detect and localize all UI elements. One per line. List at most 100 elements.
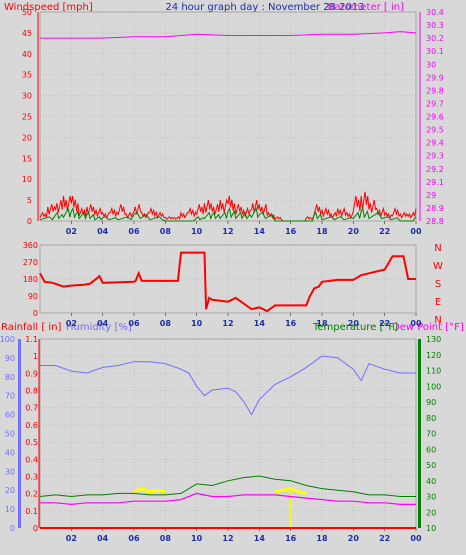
barometer-axis-label: 30.1: [426, 47, 444, 56]
rain-axis-label: 1.1: [25, 335, 38, 344]
x-tick-label: 12: [222, 227, 233, 236]
direction-axis-label: 90: [28, 292, 38, 301]
x-tick-label: 02: [66, 534, 77, 543]
rain-axis-label: 0.7: [25, 404, 38, 413]
temperature-axis-label: 70: [426, 430, 436, 439]
barometer-title: Barometer [ in]: [328, 2, 404, 13]
x-tick-label: 20: [348, 227, 360, 236]
panel-frame-3: [39, 338, 417, 529]
temperature-axis-label: 40: [426, 477, 436, 486]
x-tick-label: 22: [379, 534, 390, 543]
temperature-axis-label: 20: [426, 508, 436, 517]
temperature-axis-label: 130: [426, 335, 441, 344]
rain-axis-label: 0: [33, 524, 38, 533]
chart-title: 24 hour graph day : November 28 2013: [165, 2, 364, 13]
humidity-axis-label: 80: [5, 373, 15, 382]
x-tick-label: 08: [160, 227, 172, 236]
wind-axis-label: 40: [22, 50, 32, 59]
compass-label: N: [434, 315, 441, 326]
wind-axis-label: 30: [22, 92, 32, 101]
x-tick-label: 20: [348, 319, 360, 328]
x-tick-label: 04: [97, 534, 109, 543]
rain-axis-label: 0.5: [25, 438, 38, 447]
wind-axis-label: 35: [22, 71, 32, 80]
x-tick-label: 08: [160, 319, 172, 328]
x-tick-label: 10: [191, 534, 203, 543]
wind-axis-label: 20: [22, 133, 32, 142]
humidity-series: [40, 355, 416, 416]
x-tick-label: 12: [222, 319, 233, 328]
x-tick-label: 14: [254, 319, 266, 328]
x-tick-label: 16: [285, 227, 297, 236]
x-tick-label: 20: [348, 534, 360, 543]
temperature-axis-label: 50: [426, 461, 436, 470]
temperature-axis-label: 100: [426, 382, 441, 391]
x-tick-label: 06: [128, 227, 140, 236]
barometer-axis-label: 29.3: [426, 152, 444, 161]
barometer-axis-label: 30.3: [426, 21, 444, 30]
barometer-axis-label: 29.7: [426, 99, 444, 108]
compass-label: W: [433, 261, 443, 272]
humidity-axis-label: 70: [5, 392, 15, 401]
x-tick-label: 08: [160, 534, 172, 543]
rain-axis-label: 0.8: [25, 387, 38, 396]
temperature-axis-label: 30: [426, 493, 436, 502]
barometer-series: [40, 31, 417, 39]
x-tick-label: 16: [285, 534, 297, 543]
solar-series-segment: [133, 487, 143, 494]
rainfall-title: Rainfall [ in]: [1, 322, 62, 333]
dewpoint-title: Dew Point [°F]: [392, 322, 464, 333]
humidity-axis-label: 100: [0, 335, 15, 344]
temperature-axis-label: 120: [426, 351, 441, 360]
wind-axis-label: 15: [22, 154, 32, 163]
x-tick-label: 14: [254, 227, 266, 236]
solar-series-segment: [274, 488, 284, 494]
humidity-axis-label: 50: [5, 430, 15, 439]
x-tick-label: 18: [316, 534, 328, 543]
compass-label: S: [435, 279, 441, 290]
solar-series-segment: [149, 488, 158, 494]
x-tick-label: 00: [410, 534, 422, 543]
barometer-axis-label: 29.8: [426, 86, 444, 95]
humidity-axis-label: 0: [10, 524, 15, 533]
barometer-axis-label: 29.4: [426, 139, 444, 148]
solar-series-segment: [298, 490, 307, 495]
grid-lines: [40, 11, 416, 529]
barometer-axis-label: 28.9: [426, 204, 444, 213]
x-tick-label: 12: [222, 534, 233, 543]
barometer-axis-label: 30: [426, 60, 436, 69]
x-tick-label: 22: [379, 319, 390, 328]
humidity-axis-bar: [18, 339, 21, 528]
temperature-axis-label: 60: [426, 445, 436, 454]
barometer-axis-label: 30.4: [426, 8, 444, 17]
solar-series-segment: [282, 487, 291, 492]
rain-axis-label: 0.2: [25, 490, 38, 499]
x-tick-label: 04: [97, 319, 109, 328]
humidity-axis-label: 60: [5, 411, 15, 420]
wind-high-series: [39, 191, 417, 222]
temperature-series: [39, 475, 416, 498]
humidity-title: Humidity [%]: [66, 322, 132, 333]
wind-axis-label: 0: [27, 217, 32, 226]
barometer-axis-label: 29.5: [426, 126, 444, 135]
x-tick-label: 18: [316, 319, 328, 328]
x-tick-label: 04: [97, 227, 109, 236]
plot-series: [39, 31, 417, 529]
wind-average-series: [39, 206, 417, 222]
humidity-axis-label: 30: [5, 467, 15, 476]
wind-axis-label: 50: [22, 8, 32, 17]
rain-axis-label: 0.4: [25, 455, 38, 464]
barometer-axis-label: 29.2: [426, 165, 444, 174]
humidity-axis-label: 20: [5, 486, 15, 495]
direction-axis-label: 270: [23, 258, 38, 267]
temperature-axis-label: 80: [426, 414, 436, 423]
wind-direction-series: [39, 251, 416, 313]
wind-axis-label: 25: [22, 113, 32, 122]
x-tick-label: 14: [254, 534, 266, 543]
direction-axis-label: 360: [23, 241, 38, 250]
rain-axis-label: 0.9: [25, 369, 38, 378]
temperature-axis-label: 110: [426, 367, 441, 376]
solar-series-segment: [141, 487, 151, 494]
rain-axis-label: 0.1: [25, 507, 38, 516]
